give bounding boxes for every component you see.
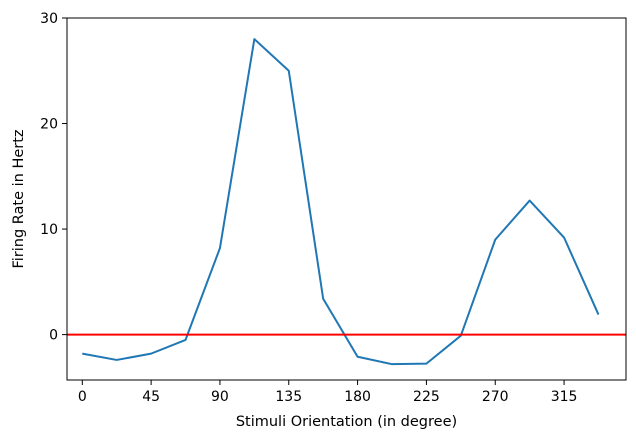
- x-tick-label: 90: [211, 389, 229, 405]
- x-tick-label: 45: [142, 389, 160, 405]
- x-axis-ticks: 0 45 90 135 180 225 270 315: [78, 380, 578, 405]
- x-tick-label: 135: [275, 389, 302, 405]
- y-tick-label: 10: [40, 222, 58, 238]
- x-tick-label: 180: [344, 389, 371, 405]
- y-axis-ticks: 0 10 20 30: [40, 11, 67, 344]
- y-tick-label: 30: [40, 11, 58, 27]
- x-axis-label: Stimuli Orientation (in degree): [236, 414, 457, 430]
- y-tick-label: 0: [49, 328, 58, 344]
- y-axis-label: Firing Rate in Hertz: [11, 129, 27, 268]
- x-tick-label: 315: [551, 389, 578, 405]
- x-tick-label: 225: [413, 389, 440, 405]
- y-tick-label: 20: [40, 117, 58, 133]
- x-tick-label: 0: [78, 389, 87, 405]
- x-tick-label: 270: [482, 389, 509, 405]
- firing-rate-series-line: [82, 38, 600, 366]
- plot-content: [67, 38, 626, 366]
- plot-frame: [66, 17, 627, 381]
